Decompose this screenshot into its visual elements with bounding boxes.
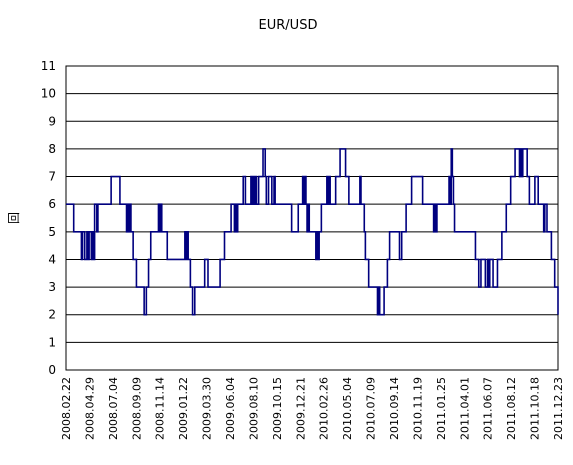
x-tick-label: 2009.06.04 — [224, 377, 237, 440]
x-tick-label: 2011.01.25 — [435, 377, 448, 440]
plot-frame — [65, 65, 559, 371]
x-tick-label: 2011.08.12 — [505, 377, 518, 440]
x-tick-label: 2010.02.26 — [318, 377, 331, 440]
x-tick-label: 2010.11.19 — [411, 377, 424, 440]
x-tick-label: 2009.03.30 — [201, 377, 214, 440]
y-tick-label: 5 — [48, 225, 56, 239]
series-line — [66, 148, 559, 316]
y-axis-label: 回 — [7, 212, 21, 224]
chart-title: EUR/USD — [259, 18, 318, 33]
x-tick-label: 2011.12.23 — [552, 377, 565, 440]
plot-area: 0 1 2 3 4 5 6 7 8 9 10 11 2008.02.22 2008.04.29 2008.0… — [41, 59, 565, 440]
y-tick-label: 10 — [41, 87, 56, 101]
y-tick-label: 7 — [48, 170, 56, 184]
y-tick-label: 11 — [41, 59, 56, 73]
x-tick-label: 2009.10.15 — [271, 377, 284, 440]
y-tick-label: 9 — [48, 114, 56, 128]
x-tick-label: 2011.10.18 — [529, 377, 542, 440]
x-tick-label: 2008.07.04 — [107, 377, 120, 440]
x-tick-label: 2009.12.21 — [294, 377, 307, 440]
y-tick-label: 2 — [48, 308, 56, 322]
y-tick-label: 1 — [48, 335, 56, 349]
y-tick-label: 8 — [48, 142, 56, 156]
x-tick-label: 2009.01.22 — [177, 377, 190, 440]
x-tick-label: 2008.02.22 — [60, 377, 73, 440]
x-tick-label: 2008.04.29 — [83, 377, 96, 440]
x-tick-label: 2009.08.10 — [247, 377, 260, 440]
y-tick-label: 3 — [48, 280, 56, 294]
x-tick-label: 2008.09.09 — [130, 377, 143, 440]
y-tick-label: 0 — [48, 363, 56, 377]
x-tick-label: 2011.04.01 — [458, 377, 471, 440]
x-tick-label: 2011.06.07 — [482, 377, 495, 440]
x-tick-label: 2010.07.09 — [365, 377, 378, 440]
y-tick-label: 4 — [48, 252, 56, 266]
x-tick-label: 2008.11.14 — [154, 377, 167, 440]
y-tick-label: 6 — [48, 197, 56, 211]
x-tick-label: 2010.09.14 — [388, 377, 401, 440]
x-tick-label: 2010.05.04 — [341, 377, 354, 440]
